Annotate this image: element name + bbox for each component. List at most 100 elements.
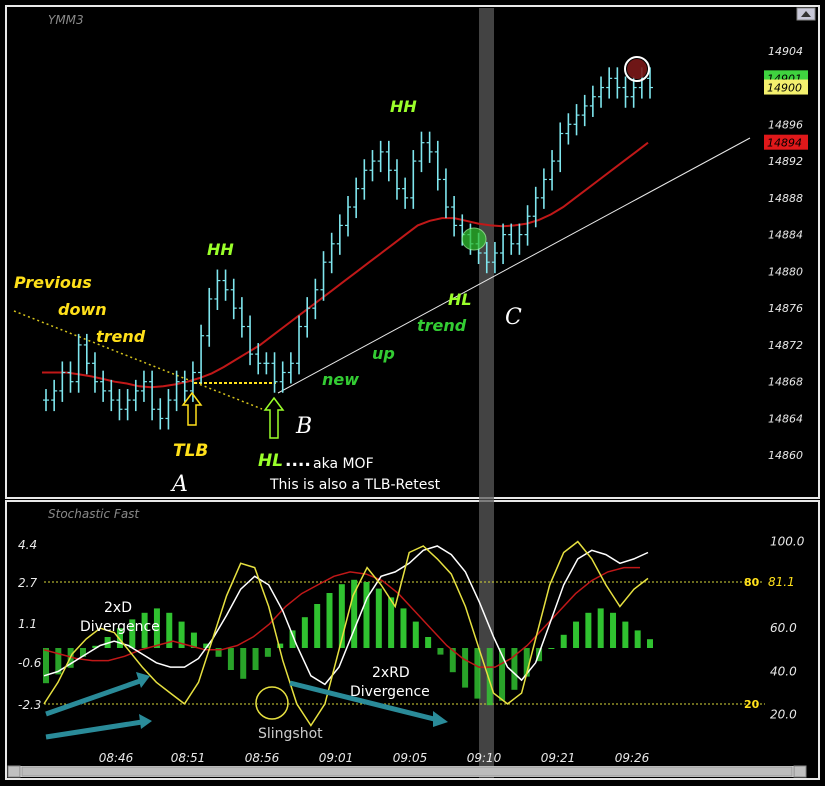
price-bar <box>516 223 523 255</box>
chevron-up-icon <box>801 11 811 17</box>
histogram-bar <box>622 621 629 648</box>
histogram-bar <box>634 630 641 648</box>
price-bar <box>255 343 262 375</box>
price-bar <box>279 361 286 393</box>
price-bar <box>524 205 531 246</box>
stoch-lines <box>43 540 649 727</box>
price-bar <box>573 104 580 136</box>
price-bar <box>598 76 605 108</box>
time-tick-label: 08:51 <box>171 751 206 765</box>
price-bar <box>43 389 49 412</box>
price-bar <box>132 379 139 412</box>
histogram-bar <box>338 584 345 648</box>
stoch-left-tick-label: 2.7 <box>18 576 37 590</box>
moving-average <box>42 141 649 389</box>
price-bar <box>222 269 229 301</box>
stoch-signal-line <box>43 566 640 668</box>
price-bar <box>238 297 245 338</box>
label-previous: Previous <box>14 273 92 292</box>
histogram-bar <box>301 617 308 648</box>
price-tick-label: 14888 <box>768 192 803 205</box>
price-bar <box>247 315 254 366</box>
histogram-bar <box>437 648 444 655</box>
price-bar <box>83 333 90 375</box>
histogram-bar <box>92 645 99 648</box>
scroll-left-button[interactable] <box>7 765 21 778</box>
price-bar <box>369 150 376 182</box>
price-bar <box>328 232 335 274</box>
label-hh-1: HH <box>207 240 234 259</box>
histogram-bar <box>178 621 185 648</box>
price-bar <box>173 370 180 412</box>
histogram-bar <box>129 619 136 648</box>
label-tlb: TLB <box>173 441 209 461</box>
stoch-tick-label: 40.0 <box>770 664 797 678</box>
price-bar <box>418 131 425 173</box>
price-bar <box>67 361 74 393</box>
price-bar <box>385 140 392 182</box>
price-bar <box>263 352 270 375</box>
point-c: C <box>505 305 522 330</box>
price-bar <box>402 177 409 209</box>
price-bar <box>549 150 556 191</box>
histogram-bar <box>511 648 518 690</box>
time-tick-label: 09:05 <box>393 751 428 765</box>
price-bar <box>377 140 384 173</box>
point-a: A <box>172 472 188 497</box>
scrollbar-thumb[interactable] <box>21 766 793 777</box>
ref-20-label: 20 <box>744 698 760 711</box>
histogram-bar <box>560 634 567 648</box>
label-2xd-divergence: Divergence <box>80 619 160 635</box>
price-bar <box>108 379 115 412</box>
price-tick-label: 14896 <box>768 118 803 131</box>
moving-average-line <box>42 141 649 389</box>
price-bar <box>181 370 188 402</box>
histogram-bar <box>240 648 247 679</box>
highlight-column <box>479 8 494 778</box>
histogram-bar <box>499 648 506 701</box>
stoch-value-tag: 81.1 <box>764 574 808 589</box>
price-bar <box>442 168 449 219</box>
price-bar <box>59 361 66 402</box>
price-tick-label: 14872 <box>768 339 803 352</box>
label-ellipsis: .... <box>285 451 311 471</box>
histogram-bar <box>116 628 123 648</box>
price-bars <box>43 67 653 430</box>
price-bar <box>206 287 213 347</box>
price-bar <box>91 352 98 393</box>
stoch-slow-line <box>43 545 649 686</box>
price-bar <box>434 140 441 191</box>
price-bar <box>532 186 539 228</box>
histogram-bar <box>462 648 469 688</box>
stoch-histogram <box>43 579 653 706</box>
price-tick-label: 14892 <box>768 155 803 168</box>
scroll-right-button[interactable] <box>793 765 807 778</box>
label-down: down <box>58 300 107 319</box>
time-tick-label: 08:56 <box>245 751 280 765</box>
point-b: B <box>296 414 313 439</box>
label-2xrd: 2xRD <box>372 665 410 681</box>
label-2xrd-divergence: Divergence <box>350 684 430 700</box>
price-tick-label: 14860 <box>768 449 803 462</box>
price-bar <box>451 196 458 237</box>
stoch-left-tick-label: -0.6 <box>18 656 42 670</box>
histogram-bar <box>400 608 407 648</box>
histogram-bar <box>252 648 259 670</box>
histogram-bar <box>425 637 432 648</box>
histogram-bar <box>203 643 210 648</box>
price-bar <box>51 379 58 412</box>
price-bar <box>589 85 596 117</box>
label-tlb-retest: This is also a TLB-Retest <box>270 477 441 493</box>
histogram-bar <box>548 648 555 649</box>
histogram-bar <box>55 648 62 675</box>
stoch-left-tick-label: 1.1 <box>18 617 37 631</box>
price-bar <box>157 398 164 430</box>
histogram-bar <box>215 648 222 657</box>
retest-circle-marker <box>461 227 487 251</box>
price-panel-frame <box>5 5 820 499</box>
price-bar <box>312 278 319 320</box>
label-aka-mof: aka MOF <box>313 456 374 472</box>
price-bar <box>198 324 205 384</box>
price-tick-label: 14884 <box>768 229 803 242</box>
